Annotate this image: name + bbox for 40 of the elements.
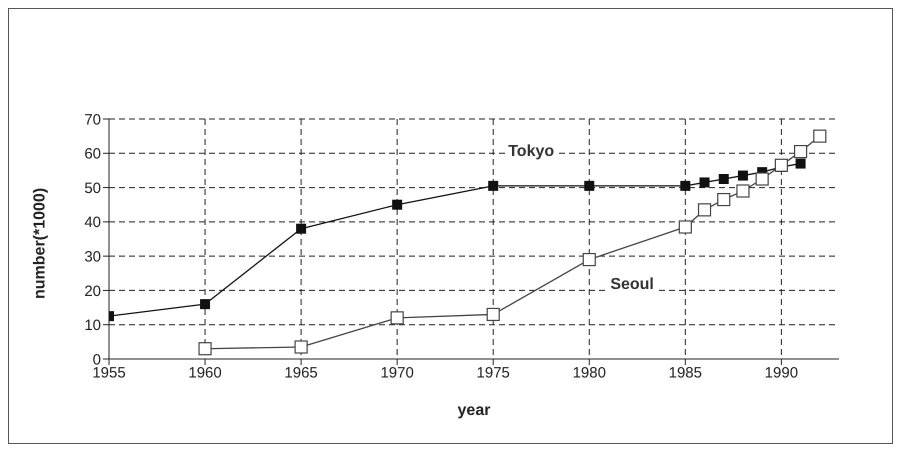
point [794,144,808,158]
series-label: Tokyo [508,142,554,160]
y-tick-label: 30 [84,248,101,266]
y-tick-label: 50 [84,180,101,197]
point [678,220,692,234]
x-tick-label: 1980 [572,364,606,382]
point [584,180,594,191]
y-tick-label: 20 [84,282,101,300]
point [200,299,210,310]
point [796,158,806,169]
point [390,311,404,324]
point [582,252,596,266]
y-axis-title: number(*1000) [32,188,49,299]
point [738,170,748,181]
point [774,158,788,172]
point [294,340,308,354]
point [680,180,690,191]
point [392,200,402,210]
y-tick-label: 70 [84,111,101,128]
point [717,192,730,206]
y-tick-label: 40 [84,214,101,232]
point [296,224,306,234]
series-label: Seoul [610,276,654,293]
point [718,174,729,184]
point [488,180,498,191]
x-tick-label: 1990 [764,364,798,382]
point [198,342,212,356]
point [486,308,500,322]
x-tick-label: 1970 [380,364,414,382]
x-tick-label: 1985 [668,364,702,382]
point [756,172,769,186]
point [736,184,750,198]
point [700,177,710,188]
y-tick-label: 10 [84,317,101,334]
y-tick-label: 60 [84,146,101,163]
x-tick-label: 1975 [476,364,510,382]
x-tick-label: 1965 [284,364,318,382]
x-axis-title: year [458,402,490,419]
point [698,203,712,216]
x-tick-label: 1960 [188,364,222,382]
